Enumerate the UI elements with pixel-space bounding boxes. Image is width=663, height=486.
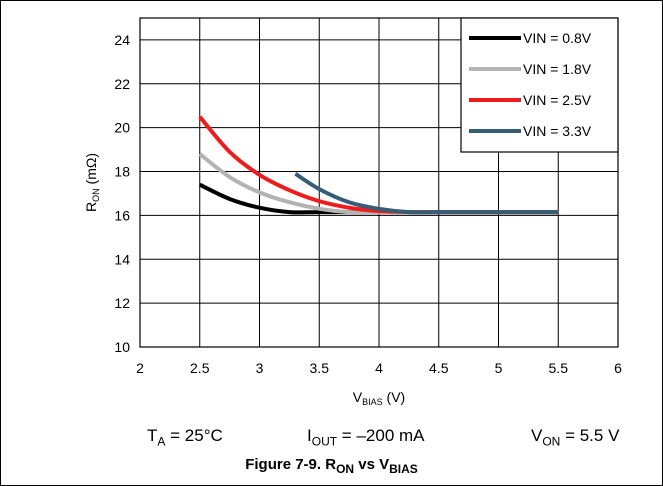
caption-vs: vs	[354, 456, 380, 473]
condition-ta-sub: A	[157, 434, 166, 449]
legend-label: VIN = 2.5V	[523, 92, 592, 108]
x-tick-label: 5	[495, 360, 503, 376]
x-axis-title: VBIAS (V)	[353, 389, 405, 407]
x-tick-label: 3.5	[310, 360, 330, 376]
x-tick-label: 2.5	[190, 360, 210, 376]
y-tick-label: 24	[114, 32, 130, 48]
condition-iout: IOUT = –200 mA	[307, 426, 425, 448]
condition-ta-value: = 25°C	[165, 426, 223, 445]
condition-iout-sub: OUT	[311, 434, 338, 449]
y-tick-label: 20	[114, 120, 130, 136]
condition-von-sub: ON	[542, 434, 561, 449]
y-axis-title-sub: ON	[91, 188, 101, 202]
y-tick-label: 22	[114, 76, 130, 92]
condition-von-main: V	[531, 426, 543, 445]
legend: VIN = 0.8V VIN = 1.8V VIN = 2.5V VIN = 3.3V	[460, 17, 619, 153]
y-tick-label: 16	[114, 207, 130, 223]
caption-v: V	[379, 456, 390, 473]
x-axis-title-unit: (V)	[383, 389, 406, 405]
condition-ta: TA = 25°C	[147, 426, 223, 448]
x-tick-label: 3	[256, 360, 264, 376]
y-tick-label: 10	[114, 339, 130, 355]
condition-iout-main: I	[307, 426, 312, 445]
series-group	[198, 115, 559, 215]
x-tick-label: 5.5	[549, 360, 569, 376]
x-tick-label: 2	[136, 360, 144, 376]
y-axis-title: RON (mΩ)	[83, 153, 101, 212]
x-tick-label: 4	[375, 360, 383, 376]
figure-caption: Figure 7-9. RON vs VBIAS	[0, 456, 663, 476]
y-tick-labels: 10 12 14 16 18 20 22 24	[114, 32, 130, 355]
legend-label: VIN = 0.8V	[523, 30, 592, 46]
x-axis-title-sub: BIAS	[362, 397, 383, 407]
condition-ta-main: T	[147, 426, 158, 445]
x-tick-label: 4.5	[429, 360, 449, 376]
x-axis-title-main: V	[353, 389, 363, 405]
x-tick-label: 6	[614, 360, 622, 376]
caption-r: R	[325, 456, 337, 473]
x-tick-labels: 2 2.5 3 3.5 4 4.5 5 5.5 6	[136, 360, 622, 376]
legend-label: VIN = 3.3V	[523, 123, 592, 139]
y-tick-label: 14	[114, 251, 130, 267]
caption-prefix: Figure 7-9.	[245, 456, 326, 473]
condition-von: VON = 5.5 V	[531, 426, 619, 448]
y-axis-title-main: R	[83, 202, 99, 212]
y-axis-title-unit: (mΩ)	[83, 153, 99, 188]
series-line-4	[294, 172, 559, 215]
legend-label: VIN = 1.8V	[523, 61, 592, 77]
caption-v-sub: BIAS	[389, 462, 418, 476]
y-tick-label: 18	[114, 164, 130, 180]
condition-von-value: = 5.5 V	[560, 426, 620, 445]
plot-border	[139, 17, 619, 348]
condition-iout-value: = –200 mA	[337, 426, 425, 445]
caption-r-sub: ON	[336, 462, 355, 476]
y-tick-label: 12	[114, 295, 130, 311]
